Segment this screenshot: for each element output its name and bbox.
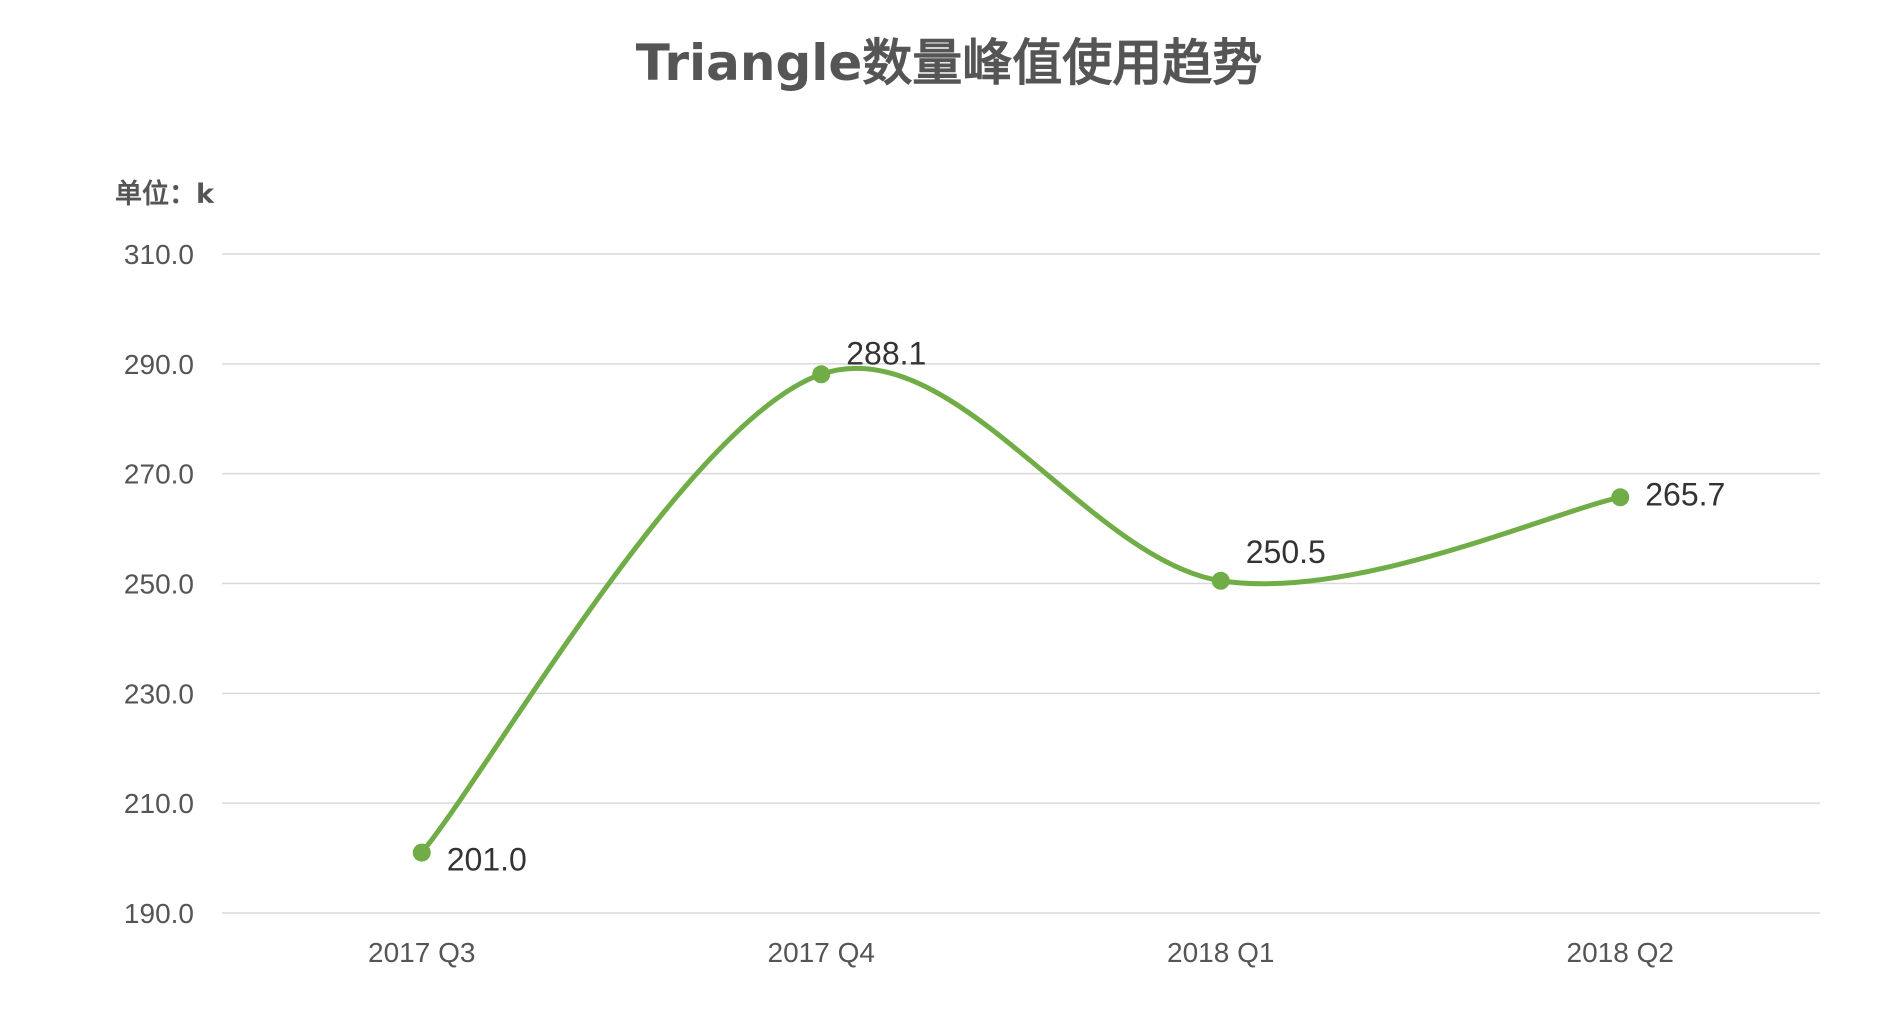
x-tick-label-2: 2018 Q1: [1167, 937, 1274, 968]
y-tick-label-2: 230.0: [124, 678, 194, 709]
y-tick-label-0: 190.0: [124, 898, 194, 929]
chart-title: Triangle数量峰值使用趋势: [636, 34, 1263, 92]
x-tick-label-3: 2018 Q2: [1567, 937, 1674, 968]
unit-label: 单位：k: [115, 178, 215, 210]
y-tick-label-4: 270.0: [124, 459, 194, 490]
x-axis-ticks: 2017 Q3 2017 Q4 2018 Q1 2018 Q2: [368, 937, 1674, 968]
y-tick-label-3: 250.0: [124, 569, 194, 600]
data-label-0: 201.0: [447, 842, 527, 878]
data-label-2: 250.5: [1246, 534, 1326, 570]
y-tick-label-6: 310.0: [124, 239, 194, 270]
y-tick-label-1: 210.0: [124, 788, 194, 819]
data-point-0: [412, 843, 431, 862]
data-point-3: [1611, 488, 1630, 507]
y-axis-ticks: 190.0 210.0 230.0 250.0 270.0 290.0 310.0: [124, 239, 194, 929]
x-tick-label-1: 2017 Q4: [768, 937, 875, 968]
data-point-1: [812, 365, 831, 384]
series-line-0: [419, 365, 1623, 856]
data-point-2: [1211, 571, 1230, 590]
x-tick-label-0: 2017 Q3: [368, 937, 475, 968]
y-tick-label-5: 290.0: [124, 349, 194, 380]
data-labels: 201.0 288.1 250.5 265.7: [447, 335, 1726, 877]
gridlines: [222, 253, 1820, 914]
series-layer: [412, 365, 1630, 862]
data-label-1: 288.1: [846, 335, 926, 371]
data-label-3: 265.7: [1645, 476, 1725, 512]
